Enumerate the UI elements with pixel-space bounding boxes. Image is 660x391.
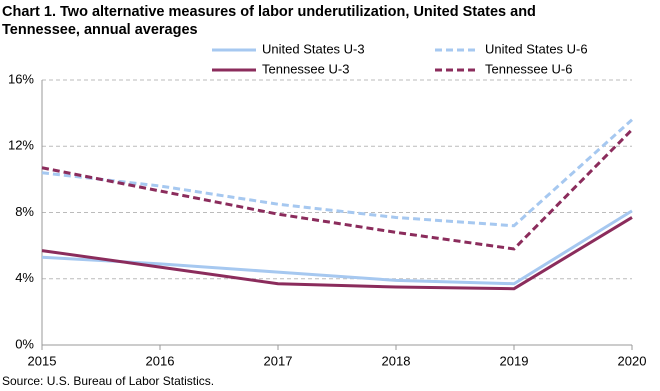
y-tick-label: 0% — [15, 336, 34, 351]
source-note: Source: U.S. Bureau of Labor Statistics. — [2, 374, 214, 388]
x-tick-label: 2017 — [264, 353, 293, 368]
legend-label: United States U-6 — [485, 41, 588, 56]
x-tick-label: 2018 — [382, 353, 411, 368]
series-line — [41, 118, 634, 228]
y-tick-label: 12% — [8, 138, 34, 153]
series-line — [41, 216, 633, 291]
legend-label: United States U-3 — [262, 41, 365, 56]
x-tick-label: 2016 — [146, 353, 175, 368]
y-tick-label: 8% — [15, 204, 34, 219]
chart-title: Chart 1. Two alternative measures of lab… — [2, 4, 536, 38]
x-tick-label: 2015 — [28, 353, 57, 368]
y-tick-label: 16% — [8, 71, 34, 86]
series-line — [41, 128, 634, 251]
legend-label: Tennessee U-6 — [485, 61, 572, 76]
x-tick-label: 2019 — [500, 353, 529, 368]
series-line — [41, 209, 633, 286]
x-tick-label: 2020 — [618, 353, 647, 368]
legend-label: Tennessee U-3 — [262, 61, 349, 76]
y-tick-label: 4% — [15, 270, 34, 285]
